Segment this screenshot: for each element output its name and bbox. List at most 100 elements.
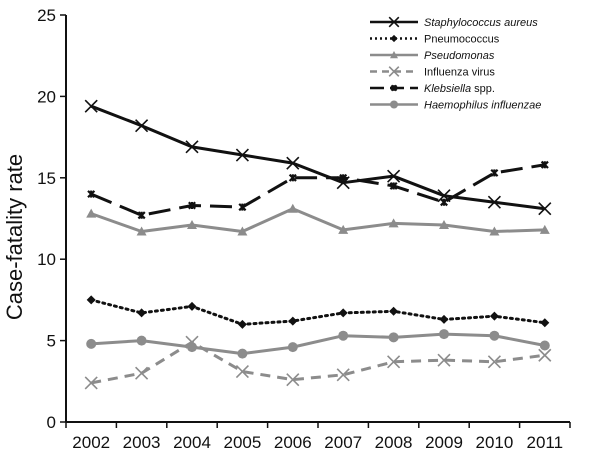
data-point-marker xyxy=(288,316,298,326)
x-tick-label: 2002 xyxy=(72,433,110,452)
series-staphylococcus-aureus xyxy=(84,99,552,216)
data-point-marker xyxy=(390,100,398,109)
x-tick-label: 2007 xyxy=(324,433,362,452)
legend-label: Influenza virus xyxy=(424,67,495,79)
y-axis-label: Case-fatality rate xyxy=(2,154,27,320)
data-point-marker xyxy=(487,355,501,369)
legend-entry: Klebsiella spp. xyxy=(370,83,495,95)
x-tick-label: 2003 xyxy=(123,433,161,452)
series-haemophilus-influenzae xyxy=(86,329,550,359)
data-point-marker xyxy=(188,201,196,210)
data-point-marker xyxy=(237,226,248,236)
x-tick-label: 2009 xyxy=(425,433,463,452)
data-point-marker xyxy=(86,338,97,349)
data-point-marker xyxy=(437,353,451,367)
data-point-marker xyxy=(137,308,147,318)
data-point-marker xyxy=(135,119,149,133)
x-tick-label: 2006 xyxy=(274,433,312,452)
data-point-marker xyxy=(390,51,398,59)
data-point-marker xyxy=(388,218,399,228)
x-tick-label: 2005 xyxy=(223,433,261,452)
data-point-marker xyxy=(439,329,449,340)
legend-entry: Staphylococcus aureus xyxy=(370,16,538,29)
data-point-marker xyxy=(439,220,449,230)
series-line xyxy=(90,340,545,385)
data-point-marker xyxy=(490,168,499,177)
data-point-marker xyxy=(387,169,401,183)
series-line xyxy=(90,104,545,211)
x-tick-label: 2004 xyxy=(173,433,211,452)
data-point-marker xyxy=(339,173,348,182)
data-point-marker xyxy=(185,140,199,154)
data-point-marker xyxy=(238,203,247,212)
axes: 0 5 10 15 20 25 2002 2003 2004 2005 2006 2007 2008 20… xyxy=(37,6,571,452)
data-point-marker xyxy=(338,224,349,234)
series-pneumococcus xyxy=(86,295,550,329)
x-tick-label: 2008 xyxy=(375,433,413,452)
data-point-marker xyxy=(390,34,398,43)
data-point-marker xyxy=(338,330,349,341)
data-point-marker xyxy=(388,16,400,28)
legend-label: Pneumococcus xyxy=(424,34,500,46)
data-point-marker xyxy=(338,308,348,318)
data-point-marker xyxy=(286,156,300,170)
legend-entry: Haemophilus influenzae xyxy=(370,100,541,112)
data-point-marker xyxy=(336,368,350,382)
data-point-marker xyxy=(86,295,96,305)
data-point-marker xyxy=(287,203,298,213)
legend-label-part: Staphylococcus aureus xyxy=(424,17,538,29)
data-point-marker xyxy=(489,226,500,236)
data-point-marker xyxy=(136,335,147,346)
legend-label-part: Pseudomonas xyxy=(424,50,495,62)
legend-label: Staphylococcus aureus xyxy=(424,17,538,29)
data-point-marker xyxy=(489,330,500,341)
legend-entry: Pseudomonas xyxy=(370,50,495,62)
y-tick-label: 10 xyxy=(37,250,56,269)
data-point-marker xyxy=(540,318,550,328)
series-pseudomonas xyxy=(86,203,550,236)
series-line xyxy=(89,298,547,326)
y-tick-label: 0 xyxy=(47,413,56,432)
data-point-marker xyxy=(235,148,249,162)
data-point-marker xyxy=(136,226,147,236)
data-point-marker xyxy=(87,190,96,199)
data-point-marker xyxy=(235,364,249,379)
data-point-marker xyxy=(387,355,401,369)
data-point-marker xyxy=(487,195,501,209)
data-point-marker xyxy=(538,348,552,362)
legend-label: Pseudomonas xyxy=(424,50,495,62)
series-line xyxy=(90,163,546,217)
data-point-marker xyxy=(389,181,398,190)
data-point-marker xyxy=(489,311,499,321)
y-tick-label: 5 xyxy=(47,332,56,351)
series-influenza-virus xyxy=(84,335,552,390)
legend-entry: Influenza virus xyxy=(370,66,495,79)
legend-label-part: Klebsiella xyxy=(424,83,471,95)
y-tick-label: 25 xyxy=(37,6,56,25)
legend-entry: Pneumococcus xyxy=(370,34,500,46)
x-tick-label: 2011 xyxy=(527,433,564,452)
x-tick-label: 2010 xyxy=(475,433,513,452)
data-point-marker xyxy=(390,84,398,92)
data-point-marker xyxy=(84,99,98,113)
y-tick-label: 20 xyxy=(37,87,56,106)
data-point-marker xyxy=(388,66,400,77)
legend-label: Haemophilus influenzae xyxy=(424,100,541,112)
data-point-marker xyxy=(135,366,149,380)
data-point-marker xyxy=(539,224,550,234)
data-point-marker xyxy=(388,332,399,343)
series-line xyxy=(90,207,545,234)
data-point-marker xyxy=(237,319,247,329)
data-point-marker xyxy=(187,342,197,353)
data-point-marker xyxy=(389,306,399,316)
legend-label-part: Pneumococcus xyxy=(424,34,500,46)
series-layer xyxy=(84,99,552,390)
data-point-marker xyxy=(440,198,448,207)
data-point-marker xyxy=(540,160,549,169)
legend-label-part: Haemophilus influenzae xyxy=(424,100,541,112)
y-tick-label: 15 xyxy=(37,169,56,188)
data-point-marker xyxy=(538,202,552,216)
data-point-marker xyxy=(137,211,146,220)
data-point-marker xyxy=(287,342,298,353)
